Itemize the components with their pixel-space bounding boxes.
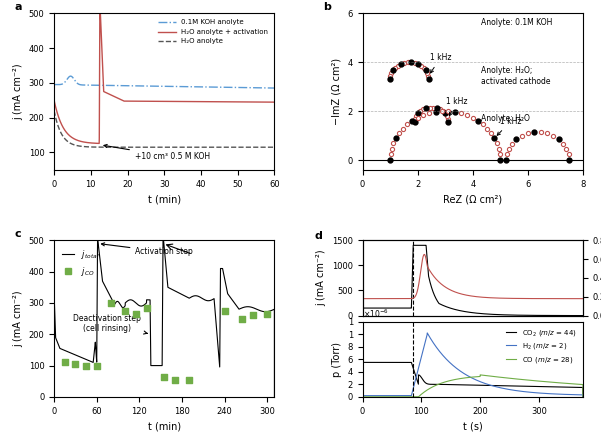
Text: 1 kHz: 1 kHz xyxy=(430,53,451,73)
CO ($m/z$ = 28) xyxy=(384,394,391,400)
Text: b: b xyxy=(323,2,331,12)
CO$_2$ ($m/z$ = 44) xyxy=(397,360,404,365)
X-axis label: ReZ (Ω cm²): ReZ (Ω cm²) xyxy=(443,194,502,204)
Text: +10 cm³ 0.5 M KOH: +10 cm³ 0.5 M KOH xyxy=(104,145,210,161)
H$_2$ ($m/z$ = 2) xyxy=(444,357,451,363)
Text: $\times 10^{-6}$: $\times 10^{-6}$ xyxy=(362,308,388,320)
Text: Anolyte: 0.1M KOH: Anolyte: 0.1M KOH xyxy=(481,18,552,27)
Y-axis label: −ImZ (Ω cm²): −ImZ (Ω cm²) xyxy=(332,58,342,125)
H$_2$ ($m/z$ = 2) xyxy=(575,392,582,397)
CO ($m/z$ = 28) xyxy=(575,381,582,387)
Point xyxy=(185,376,194,383)
CO$_2$ ($m/z$ = 44) xyxy=(359,360,366,365)
Point xyxy=(131,310,141,318)
Legend: $j_{total}$, $j_{CO}$: $j_{total}$, $j_{CO}$ xyxy=(58,244,103,281)
X-axis label: t (s): t (s) xyxy=(463,421,483,431)
CO ($m/z$ = 28) xyxy=(579,394,587,400)
Point xyxy=(92,362,102,369)
Text: d: d xyxy=(314,231,322,241)
CO$_2$ ($m/z$ = 44) xyxy=(453,382,460,387)
CO ($m/z$ = 28) xyxy=(453,377,460,382)
Point xyxy=(120,307,130,314)
CO ($m/z$ = 28) xyxy=(444,379,451,384)
X-axis label: t (min): t (min) xyxy=(148,194,181,204)
Y-axis label: j (mA cm⁻²): j (mA cm⁻²) xyxy=(13,290,23,347)
Point xyxy=(70,360,80,367)
H$_2$ ($m/z$ = 2) xyxy=(424,330,431,336)
Y-axis label: j (mA cm⁻²): j (mA cm⁻²) xyxy=(13,63,23,120)
CO ($m/z$ = 28) xyxy=(359,394,366,400)
Point xyxy=(106,299,116,306)
Line: CO ($m/z$ = 28): CO ($m/z$ = 28) xyxy=(362,375,583,397)
Point xyxy=(60,359,70,366)
Text: Deactivation step
(cell rinsing): Deactivation step (cell rinsing) xyxy=(73,314,147,334)
Text: Activation step: Activation step xyxy=(102,243,193,256)
Text: c: c xyxy=(14,229,21,239)
Point xyxy=(170,376,180,383)
H$_2$ ($m/z$ = 2) xyxy=(551,391,558,396)
CO ($m/z$ = 28) xyxy=(551,380,558,385)
Y-axis label: j (mA cm⁻²): j (mA cm⁻²) xyxy=(316,250,326,306)
Point xyxy=(142,304,151,311)
CO ($m/z$ = 28) xyxy=(477,372,484,377)
CO ($m/z$ = 28) xyxy=(397,394,404,400)
H$_2$ ($m/z$ = 2) xyxy=(579,394,587,400)
Text: Anolyte: H₂O;
activated cathode: Anolyte: H₂O; activated cathode xyxy=(481,66,551,86)
CO$_2$ ($m/z$ = 44) xyxy=(551,384,558,389)
H$_2$ ($m/z$ = 2) xyxy=(384,393,391,398)
CO$_2$ ($m/z$ = 44) xyxy=(384,360,391,365)
CO$_2$ ($m/z$ = 44) xyxy=(579,394,587,400)
Line: H$_2$ ($m/z$ = 2): H$_2$ ($m/z$ = 2) xyxy=(362,333,583,397)
Text: 1 kHz: 1 kHz xyxy=(497,117,522,135)
Point xyxy=(220,307,230,314)
H$_2$ ($m/z$ = 2) xyxy=(453,366,460,371)
Text: 1 kHz: 1 kHz xyxy=(447,97,468,116)
Legend: 0.1M KOH anolyte, H₂O anolyte + activation, H₂O anolyte: 0.1M KOH anolyte, H₂O anolyte + activati… xyxy=(156,17,271,47)
Text: Anolyte: H₂O: Anolyte: H₂O xyxy=(481,113,530,123)
X-axis label: t (min): t (min) xyxy=(148,421,181,431)
CO$_2$ ($m/z$ = 44) xyxy=(575,385,582,390)
Point xyxy=(263,310,272,318)
Point xyxy=(159,373,169,380)
Point xyxy=(81,362,91,369)
Line: CO$_2$ ($m/z$ = 44): CO$_2$ ($m/z$ = 44) xyxy=(362,363,583,397)
Point xyxy=(248,312,258,319)
CO$_2$ ($m/z$ = 44) xyxy=(444,382,451,387)
H$_2$ ($m/z$ = 2) xyxy=(397,393,404,398)
Text: a: a xyxy=(14,2,22,12)
Point xyxy=(237,315,247,322)
H$_2$ ($m/z$ = 2) xyxy=(359,393,366,398)
Y-axis label: p (Torr): p (Torr) xyxy=(332,342,342,377)
Legend: CO$_2$ ($m/z$ = 44), H$_2$ ($m/z$ = 2), CO ($m/z$ = 28): CO$_2$ ($m/z$ = 44), H$_2$ ($m/z$ = 2), … xyxy=(503,325,579,368)
